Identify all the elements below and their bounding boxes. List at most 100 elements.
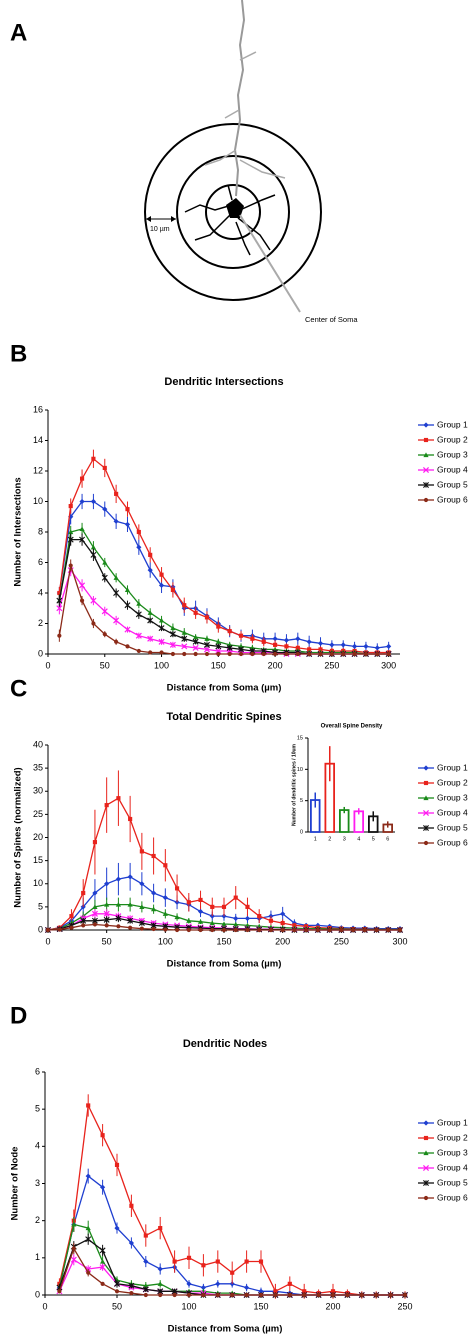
x-tick-label: 150 (216, 936, 231, 946)
marker (69, 914, 74, 919)
marker (86, 1270, 91, 1275)
soma-label: Center of Soma (305, 315, 358, 324)
y-tick-label: 5 (300, 798, 303, 804)
marker (158, 617, 165, 623)
chart-title: Dendritic Nodes (183, 1038, 267, 1050)
marker (423, 840, 429, 846)
marker (100, 1281, 105, 1286)
marker (147, 617, 154, 624)
marker (85, 1236, 92, 1243)
marker (139, 904, 145, 909)
x-tick-label: 0 (42, 1301, 47, 1311)
marker (172, 1259, 177, 1264)
y-tick-label: 4 (35, 1141, 40, 1151)
legend-label: Group 2 (437, 434, 468, 444)
marker (273, 642, 278, 647)
marker (85, 1173, 91, 1179)
marker (244, 1292, 249, 1298)
marker (116, 924, 121, 929)
marker (159, 650, 164, 655)
marker (249, 645, 255, 650)
marker (203, 641, 210, 648)
marker (363, 651, 369, 657)
legend-label: Group 5 (437, 1177, 468, 1187)
marker (198, 927, 203, 933)
marker (362, 927, 367, 933)
marker (244, 1259, 249, 1264)
marker (318, 651, 323, 657)
marker (198, 897, 203, 903)
panel-letter: C (10, 675, 27, 702)
marker (174, 886, 180, 891)
marker (363, 643, 369, 649)
legend-label: Group 4 (437, 464, 468, 474)
marker (135, 611, 142, 618)
marker (186, 900, 191, 905)
marker (341, 651, 346, 657)
marker (91, 910, 98, 917)
marker (280, 920, 285, 926)
marker (136, 648, 141, 654)
marker (192, 638, 199, 645)
y-tick-label: 0 (38, 648, 43, 658)
marker (57, 927, 62, 932)
x-tick-label: 100 (158, 936, 173, 946)
marker (233, 921, 239, 927)
marker (70, 1256, 77, 1263)
marker (227, 629, 232, 634)
marker (101, 574, 108, 581)
legend-label: Group 6 (437, 494, 468, 504)
marker (280, 927, 285, 933)
marker (295, 636, 301, 642)
marker (238, 633, 244, 638)
marker (182, 603, 187, 608)
x-tick-label: 150 (253, 1301, 268, 1311)
marker (280, 911, 286, 917)
marker (423, 1120, 429, 1126)
marker (327, 927, 332, 933)
marker (181, 635, 188, 642)
x-tick-label: 250 (324, 660, 339, 670)
marker (201, 1263, 206, 1268)
marker (124, 626, 131, 633)
marker (423, 795, 429, 801)
marker (136, 544, 142, 550)
x-tick-label: 100 (154, 660, 169, 670)
legend-label: Group 5 (437, 479, 468, 489)
x-tick-label: 50 (102, 936, 112, 946)
y-tick-label: 5 (38, 901, 43, 911)
x-tick-label: 300 (392, 936, 407, 946)
marker (423, 422, 429, 428)
marker (374, 1292, 379, 1298)
marker (287, 1281, 292, 1286)
marker (142, 1286, 149, 1293)
ring-middle (176, 155, 290, 269)
marker (102, 465, 107, 471)
marker (79, 498, 85, 505)
marker (215, 1292, 220, 1298)
marker (423, 780, 429, 786)
y-tick-label: 6 (38, 557, 43, 567)
x-tick-label: 250 (397, 1301, 412, 1311)
x-tick-label: 300 (381, 660, 396, 670)
marker (216, 651, 221, 657)
dendrite (233, 0, 246, 197)
marker (113, 617, 120, 624)
soma (226, 198, 244, 218)
marker (79, 582, 86, 589)
marker (104, 923, 109, 928)
marker (318, 647, 323, 652)
marker (163, 863, 168, 868)
marker (204, 615, 210, 620)
marker (114, 1225, 120, 1231)
x-tick-label: 200 (275, 936, 290, 946)
marker (292, 923, 297, 928)
marker (104, 881, 110, 887)
marker (127, 874, 133, 880)
marker (330, 1289, 336, 1294)
marker (129, 1203, 134, 1208)
legend-label: Group 1 (437, 762, 468, 772)
marker (80, 917, 87, 924)
marker (210, 927, 215, 933)
x-tick-label: 4 (357, 836, 360, 842)
